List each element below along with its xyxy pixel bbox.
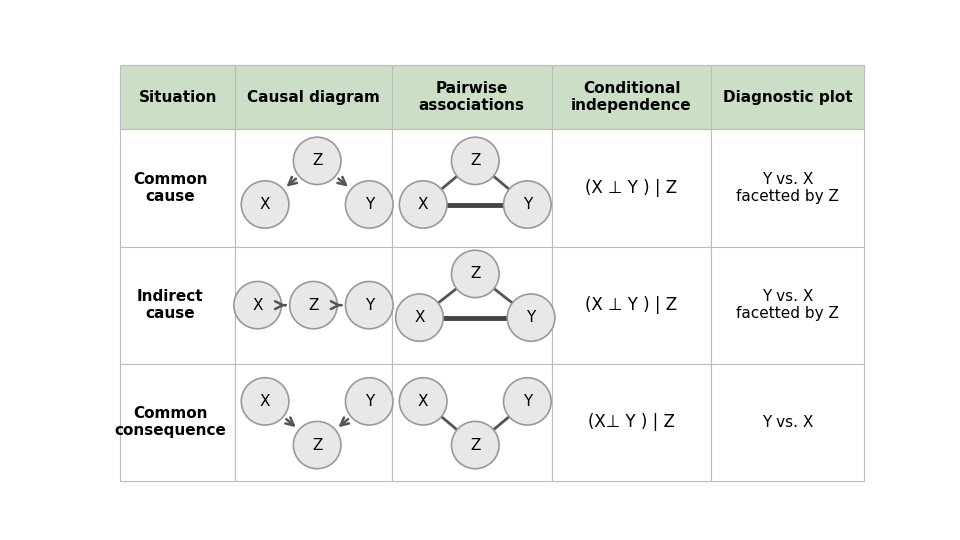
Text: Y: Y: [365, 197, 373, 212]
Text: (X ⊥ Y ) | Z: (X ⊥ Y ) | Z: [586, 296, 678, 314]
Text: Y vs. X
facetted by Z: Y vs. X facetted by Z: [736, 289, 839, 321]
Text: Y: Y: [365, 298, 373, 313]
Text: Y: Y: [365, 394, 373, 409]
Ellipse shape: [396, 294, 444, 341]
Ellipse shape: [290, 281, 337, 329]
Text: X: X: [260, 197, 271, 212]
Ellipse shape: [294, 421, 341, 469]
Text: Y: Y: [522, 197, 532, 212]
Ellipse shape: [451, 251, 499, 298]
Bar: [235, 65, 392, 129]
Bar: [711, 364, 864, 481]
Bar: [711, 129, 864, 246]
Bar: [392, 364, 551, 481]
Ellipse shape: [399, 378, 447, 425]
Text: Indirect
cause: Indirect cause: [137, 289, 204, 321]
Text: Z: Z: [470, 266, 480, 281]
Ellipse shape: [241, 378, 289, 425]
Text: Y: Y: [522, 394, 532, 409]
Text: X: X: [252, 298, 263, 313]
Ellipse shape: [346, 378, 393, 425]
Text: X: X: [414, 310, 424, 325]
Text: Diagnostic plot: Diagnostic plot: [723, 90, 852, 105]
Ellipse shape: [451, 137, 499, 185]
Bar: [235, 246, 392, 364]
Ellipse shape: [234, 281, 281, 329]
Ellipse shape: [504, 378, 551, 425]
Text: X: X: [418, 197, 428, 212]
Bar: [120, 129, 235, 246]
Ellipse shape: [399, 181, 447, 228]
Ellipse shape: [504, 181, 551, 228]
Ellipse shape: [346, 281, 393, 329]
Bar: [551, 65, 711, 129]
Text: Conditional
independence: Conditional independence: [571, 81, 692, 113]
Text: X: X: [418, 394, 428, 409]
Bar: [551, 246, 711, 364]
Text: Z: Z: [312, 153, 323, 168]
Text: (X ⊥ Y ) | Z: (X ⊥ Y ) | Z: [586, 179, 678, 197]
Bar: [235, 364, 392, 481]
Text: Y vs. X
facetted by Z: Y vs. X facetted by Z: [736, 172, 839, 204]
Bar: [392, 65, 551, 129]
Text: Y vs. X: Y vs. X: [762, 415, 813, 430]
Bar: [392, 129, 551, 246]
Bar: [711, 246, 864, 364]
Ellipse shape: [241, 181, 289, 228]
Text: Z: Z: [308, 298, 319, 313]
Text: X: X: [260, 394, 271, 409]
Ellipse shape: [451, 421, 499, 469]
Bar: [711, 65, 864, 129]
Ellipse shape: [294, 137, 341, 185]
Text: Causal diagram: Causal diagram: [247, 90, 380, 105]
Text: (X⊥ Y ) | Z: (X⊥ Y ) | Z: [588, 413, 675, 431]
Bar: [551, 364, 711, 481]
Bar: [392, 246, 551, 364]
Text: Z: Z: [312, 437, 323, 453]
Ellipse shape: [346, 181, 393, 228]
Bar: [120, 364, 235, 481]
Text: Pairwise
associations: Pairwise associations: [419, 81, 524, 113]
Bar: [120, 65, 235, 129]
Text: Z: Z: [470, 437, 480, 453]
Bar: [235, 129, 392, 246]
Text: Z: Z: [470, 153, 480, 168]
Text: Situation: Situation: [138, 90, 217, 105]
Bar: [551, 129, 711, 246]
Text: Y: Y: [526, 310, 536, 325]
Ellipse shape: [507, 294, 555, 341]
Bar: [120, 246, 235, 364]
Text: Common
consequence: Common consequence: [114, 406, 227, 438]
Text: Common
cause: Common cause: [133, 172, 207, 204]
